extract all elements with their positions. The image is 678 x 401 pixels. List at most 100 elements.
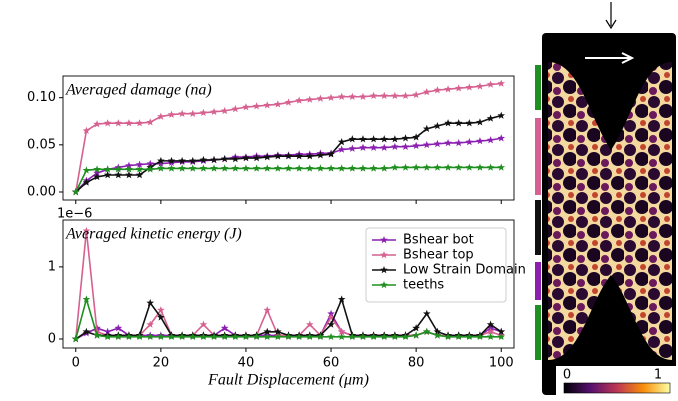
x-tick-label: 80 <box>408 356 425 371</box>
point-marker <box>434 140 442 147</box>
x-tick-label: 20 <box>153 356 170 371</box>
point-marker <box>391 143 399 150</box>
colorbar-tick: 1 <box>654 368 662 383</box>
point-marker <box>178 333 186 340</box>
point-marker <box>476 163 484 170</box>
point-marker <box>487 136 495 143</box>
point-marker <box>455 84 463 91</box>
point-marker <box>136 333 144 340</box>
legend-label: teeths <box>403 278 444 293</box>
point-marker <box>274 164 282 171</box>
point-marker <box>497 134 505 141</box>
point-marker <box>455 163 463 170</box>
point-marker <box>189 164 197 171</box>
point-marker <box>253 102 261 109</box>
point-marker <box>168 111 176 118</box>
point-marker <box>210 164 218 171</box>
point-marker <box>263 333 271 340</box>
point-marker <box>115 119 123 126</box>
point-marker <box>476 118 484 125</box>
point-marker <box>412 331 420 338</box>
point-marker <box>253 164 261 171</box>
point-marker <box>370 164 378 171</box>
point-marker <box>466 83 474 90</box>
point-marker <box>221 107 229 114</box>
point-marker <box>359 164 367 171</box>
point-marker <box>487 333 495 340</box>
point-marker <box>380 333 388 340</box>
point-marker <box>221 333 229 340</box>
point-marker <box>221 164 229 171</box>
point-marker <box>412 142 420 149</box>
point-marker <box>349 93 357 100</box>
point-marker <box>487 114 495 121</box>
point-marker <box>232 105 240 112</box>
point-marker <box>115 333 123 340</box>
point-marker <box>200 333 208 340</box>
point-marker <box>444 163 452 170</box>
point-marker <box>455 333 463 340</box>
point-marker <box>391 92 399 99</box>
point-marker <box>466 119 474 126</box>
y-tick-label: 1 <box>48 259 56 274</box>
point-marker <box>423 163 431 170</box>
point-marker <box>285 152 293 159</box>
point-marker <box>497 80 505 87</box>
x-tick-label: 40 <box>238 356 255 371</box>
point-marker <box>242 333 250 340</box>
point-marker <box>423 328 431 335</box>
point-marker <box>83 166 91 173</box>
point-marker <box>285 164 293 171</box>
point-marker <box>327 333 335 340</box>
point-marker <box>221 155 229 162</box>
point-marker <box>274 100 282 107</box>
point-marker <box>306 164 314 171</box>
legend-label: Low Strain Domain <box>403 263 526 278</box>
point-marker <box>178 164 186 171</box>
point-marker <box>402 92 410 99</box>
point-marker <box>434 86 442 93</box>
point-marker <box>327 164 335 171</box>
y-tick-label: 0.10 <box>27 90 56 105</box>
point-marker <box>168 164 176 171</box>
point-marker <box>136 171 144 178</box>
point-marker <box>380 144 388 151</box>
point-marker <box>263 101 271 108</box>
point-marker <box>263 153 271 160</box>
point-marker <box>402 143 410 150</box>
point-marker <box>210 108 218 115</box>
point-marker <box>274 333 282 340</box>
point-marker <box>157 164 165 171</box>
point-marker <box>497 112 505 119</box>
x-tick-label: 0 <box>72 356 80 371</box>
point-marker <box>146 118 154 125</box>
y-tick-label: 0 <box>48 331 56 346</box>
point-marker <box>178 110 186 117</box>
point-marker <box>317 95 325 102</box>
point-marker <box>242 164 250 171</box>
offset-text: 1e−6 <box>57 207 92 222</box>
point-marker <box>232 164 240 171</box>
point-marker <box>115 171 123 178</box>
point-marker <box>466 163 474 170</box>
point-marker <box>242 154 250 161</box>
point-marker <box>359 333 367 340</box>
point-marker <box>466 138 474 145</box>
point-marker <box>200 109 208 116</box>
point-marker <box>370 135 378 142</box>
point-marker <box>125 119 133 126</box>
point-marker <box>444 85 452 92</box>
point-marker <box>189 333 197 340</box>
colorbar <box>564 383 670 393</box>
point-marker <box>444 119 452 126</box>
point-marker <box>210 156 218 163</box>
point-marker <box>487 80 495 87</box>
y-tick-label: 0.05 <box>27 137 56 152</box>
point-marker <box>412 91 420 98</box>
point-marker <box>295 97 303 104</box>
point-marker <box>157 306 165 313</box>
colorbar-tick: 0 <box>563 368 571 383</box>
point-marker <box>327 94 335 101</box>
figure: 0 1 0.000.050.10Averaged damage (na)0102… <box>0 0 678 401</box>
x-tick-label: 60 <box>323 356 340 371</box>
